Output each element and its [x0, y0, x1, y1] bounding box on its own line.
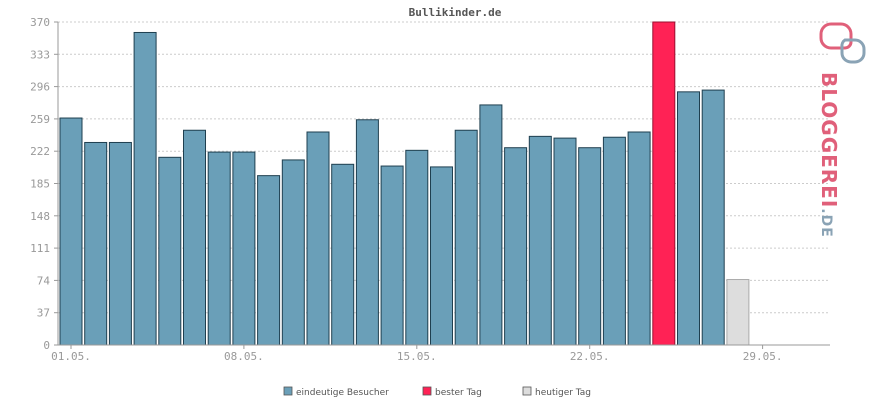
bar	[183, 129, 206, 346]
x-tick-label: 22.05.	[570, 350, 610, 363]
bar	[602, 136, 626, 346]
bar	[504, 147, 528, 346]
y-tick-label: 0	[43, 339, 50, 352]
y-tick-label: 222	[30, 145, 50, 158]
x-tick-label: 29.05.	[743, 350, 783, 363]
bar	[479, 104, 503, 346]
bar	[553, 137, 577, 346]
bar	[528, 135, 552, 346]
bar-best-day	[652, 21, 676, 346]
bar	[232, 151, 256, 346]
bar	[405, 149, 429, 346]
legend-label: eindeutige Besucher	[296, 388, 389, 398]
y-tick-label: 296	[30, 81, 50, 94]
bar	[108, 141, 132, 346]
x-tick-label: 01.05.	[51, 350, 91, 363]
bars	[59, 21, 750, 346]
x-tick-label: 08.05.	[224, 350, 264, 363]
x-axis-ticks: 01.05. 08.05. 15.05. 22.05. 29.05.	[51, 345, 782, 363]
y-tick-label: 111	[30, 242, 50, 255]
bar-today	[726, 279, 750, 346]
y-tick-label: 37	[37, 307, 50, 320]
bar	[578, 147, 602, 346]
svg-text:BLOGGEREI.DE: BLOGGEREI.DE	[817, 72, 841, 238]
y-tick-label: 370	[30, 16, 50, 29]
bar	[281, 159, 305, 346]
bar	[380, 165, 404, 346]
legend: eindeutige Besucher bester Tag heutiger Ta…	[283, 386, 591, 398]
logo-heart-icon	[819, 22, 866, 64]
y-tick-label: 185	[30, 178, 50, 191]
bar	[133, 31, 157, 346]
bar	[306, 131, 330, 346]
bar	[430, 166, 453, 346]
legend-swatch	[283, 386, 293, 396]
legend-swatch	[422, 386, 432, 396]
bar	[627, 131, 651, 346]
bar	[84, 141, 108, 346]
x-tick-label: 15.05.	[397, 350, 437, 363]
bar	[677, 91, 700, 346]
y-tick-label: 148	[30, 210, 50, 223]
bloggerei-logo: BLOGGEREI.DE	[817, 22, 866, 238]
bar	[331, 163, 355, 346]
logo-suffix-text: .DE	[818, 208, 834, 238]
logo-main-text: BLOGGEREI	[817, 72, 841, 208]
y-tick-label: 74	[37, 274, 51, 287]
bar	[355, 119, 379, 346]
bar	[454, 129, 478, 346]
chart-title: Bullikinder.de	[409, 6, 502, 19]
y-tick-label: 333	[30, 48, 50, 61]
bar	[701, 89, 725, 346]
bar	[158, 156, 182, 346]
bar	[257, 175, 281, 346]
legend-swatch	[522, 386, 532, 396]
y-tick-label: 259	[30, 113, 50, 126]
y-axis-ticks: 0 37 74 111 148 185 222 259 296 333 370	[30, 16, 58, 352]
legend-label: heutiger Tag	[535, 388, 591, 398]
bar	[207, 151, 231, 346]
legend-label: bester Tag	[435, 388, 482, 398]
bar	[59, 117, 83, 346]
